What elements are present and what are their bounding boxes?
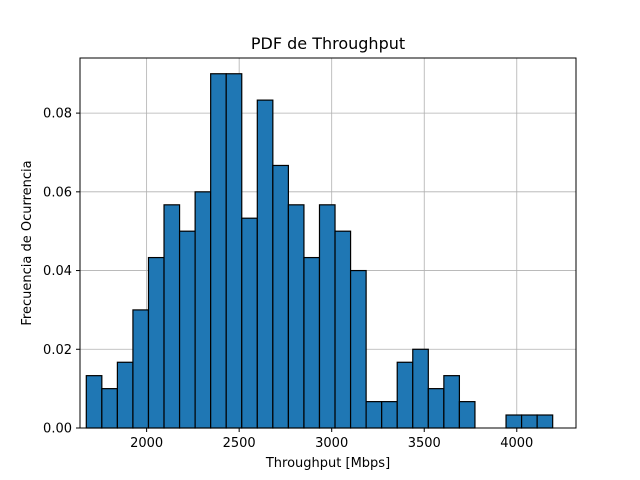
histogram-bar (381, 401, 398, 429)
histogram-bar (85, 375, 103, 429)
histogram-bar (256, 99, 274, 429)
histogram-bar (101, 388, 118, 429)
histogram-bar (536, 414, 554, 429)
x-tick-label: 2000 (130, 436, 163, 451)
axis-ticks: 2000 2500 3000 3500 4000 0.00 0.02 0.04 0.06 0.08 (43, 107, 533, 451)
x-tick-label: 2500 (223, 436, 256, 451)
histogram-bar (287, 204, 305, 429)
x-tick-label: 3500 (408, 436, 441, 451)
histogram-bar (303, 256, 321, 429)
y-tick-label: 0.00 (43, 422, 72, 437)
histogram-bar (412, 348, 429, 429)
plot-frame (79, 57, 577, 429)
x-tick-label: 3000 (315, 436, 348, 451)
histogram-bar (225, 73, 243, 429)
histogram-bar (443, 375, 461, 429)
histogram-bar (194, 191, 212, 429)
histogram-bar (163, 204, 181, 429)
y-tick-label: 0.06 (43, 185, 72, 200)
histogram-bar (520, 414, 538, 429)
histogram-bar (334, 230, 352, 429)
y-axis-label: Frecuencia de Ocurrencia (20, 160, 35, 325)
x-tick-label: 4000 (500, 436, 533, 451)
x-axis-label: Throughput [Mbps] (265, 456, 390, 471)
histogram-bar (349, 269, 367, 429)
histogram-bar (272, 164, 289, 429)
histogram-bar (210, 73, 227, 429)
histogram-bar (147, 256, 165, 429)
histogram-bar (116, 361, 134, 429)
histogram-bar (396, 361, 414, 429)
histogram-bar (505, 414, 523, 429)
y-tick-label: 0.02 (43, 343, 72, 358)
y-tick-label: 0.04 (43, 264, 72, 279)
histogram-bar (427, 388, 445, 429)
histogram-bar (318, 204, 336, 429)
histogram-bars (85, 73, 554, 429)
histogram-bar (458, 401, 476, 429)
chart-title: PDF de Throughput (251, 34, 405, 53)
y-tick-label: 0.08 (43, 107, 72, 122)
histogram-bar (365, 401, 383, 429)
histogram-bar (178, 230, 196, 429)
histogram-bar (132, 309, 150, 429)
histogram-bar (241, 217, 258, 429)
